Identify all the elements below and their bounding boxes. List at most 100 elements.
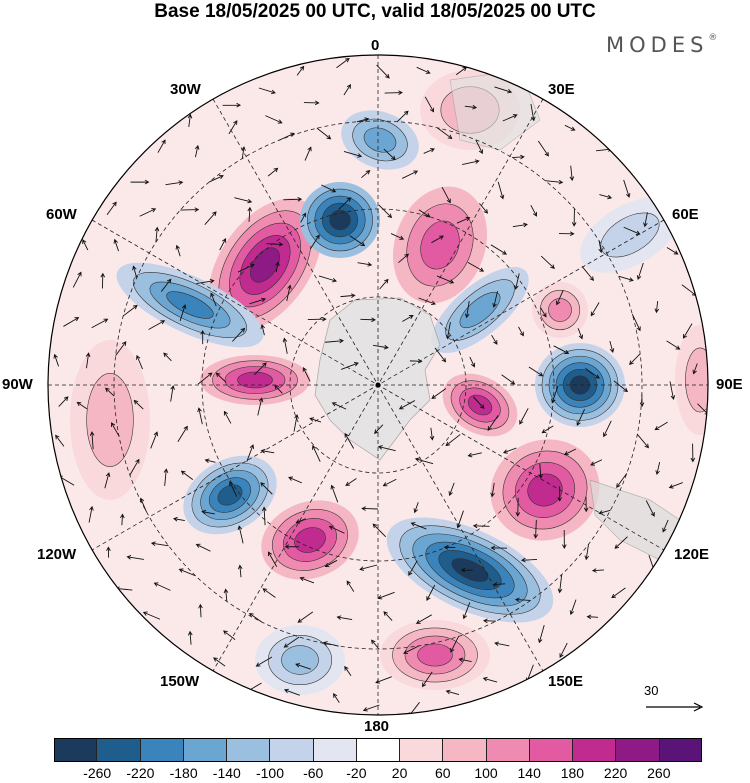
- colorbar-swatch: [140, 738, 184, 762]
- wind-arrow: [104, 472, 111, 489]
- wind-arrow: [122, 304, 138, 317]
- wind-arrow: [100, 272, 106, 289]
- wind-arrow: [357, 262, 373, 267]
- wind-arrow: [382, 478, 397, 487]
- wind-arrow: [160, 278, 172, 292]
- colorbar-swatch: [659, 738, 702, 762]
- colorbar-swatch: [616, 738, 660, 762]
- wind-arrow: [210, 292, 217, 307]
- wind-arrow: [129, 458, 140, 476]
- wind-arrow: [148, 320, 166, 330]
- wind-arrow: [249, 297, 267, 305]
- wind-arrow: [82, 239, 89, 251]
- wind-arrow: [402, 315, 414, 322]
- wind-arrow: [139, 208, 157, 217]
- wind-arrow: [300, 212, 307, 223]
- wind-arrow: [293, 414, 299, 432]
- wind-arrow: [492, 582, 506, 587]
- wind-arrow: [569, 599, 577, 616]
- wind-arrow: [662, 519, 669, 533]
- wind-arrow: [228, 120, 238, 135]
- wind-arrow: [591, 568, 604, 573]
- wind-arrow: [491, 334, 498, 345]
- wind-arrow: [254, 362, 267, 376]
- wind-arrow: [346, 580, 355, 592]
- map-boundary: [47, 54, 709, 716]
- colorbar-tick-label: 180: [560, 765, 585, 781]
- lon-label-90e: 90E: [716, 376, 743, 393]
- wind-arrow: [390, 233, 405, 240]
- wind-arrow: [213, 657, 226, 667]
- wind-arrow: [163, 352, 172, 362]
- wind-arrow: [445, 321, 451, 340]
- wind-arrow: [85, 352, 91, 369]
- wind-arrow: [487, 415, 499, 431]
- wind-arrow: [312, 444, 321, 462]
- wind-arrow: [303, 100, 320, 106]
- wind-arrow: [179, 304, 187, 322]
- wind-arrow: [492, 291, 499, 308]
- wind-arrow: [282, 337, 288, 354]
- wind-arrow: [564, 124, 576, 131]
- wind-arrow: [344, 432, 355, 449]
- wind-arrow: [113, 238, 119, 252]
- wind-arrow: [194, 144, 200, 158]
- wind-arrow: [376, 64, 390, 79]
- wind-arrow: [361, 170, 371, 179]
- wind-arrow: [556, 290, 564, 306]
- wind-arrow: [283, 688, 300, 696]
- wind-arrow: [237, 564, 243, 578]
- wind-arrow: [614, 536, 628, 549]
- wind-arrow: [260, 482, 273, 495]
- wind-arrow: [467, 452, 482, 458]
- colorbar-swatch: [529, 738, 574, 762]
- wind-arrow: [599, 194, 613, 200]
- wind-arrow: [514, 273, 520, 290]
- lon-label-0: 0: [371, 37, 380, 54]
- wind-arrow: [668, 482, 683, 489]
- wind-arrow: [257, 397, 264, 416]
- wind-arrow: [154, 226, 160, 243]
- wind-arrow: [584, 544, 590, 561]
- wind-arrow: [345, 478, 357, 486]
- wind-arrow: [445, 689, 460, 696]
- wind-arrow: [603, 420, 612, 438]
- wind-arrow: [153, 582, 171, 591]
- wind-arrow: [215, 372, 227, 383]
- wind-arrow: [643, 212, 648, 228]
- wind-arrow: [325, 338, 344, 344]
- wind-arrow: [349, 235, 366, 247]
- wind-arrow: [497, 181, 505, 200]
- wind-arrow: [163, 468, 169, 486]
- wind-arrow: [132, 265, 138, 278]
- wind-arrow: [666, 247, 679, 255]
- wind-arrow: [267, 167, 279, 177]
- wind-arrow: [340, 362, 359, 370]
- wind-arrow: [371, 639, 380, 650]
- wind-arrow: [58, 396, 69, 407]
- wind-arrow: [72, 271, 82, 288]
- wind-arrow: [378, 204, 393, 219]
- wind-arrow: [377, 445, 396, 452]
- field-layer: [48, 55, 708, 715]
- wind-arrow: [331, 402, 347, 410]
- wind-arrow: [541, 425, 554, 434]
- wind-arrow: [530, 204, 538, 217]
- wind-arrow: [115, 341, 127, 356]
- lon-label-30w: 30W: [170, 81, 201, 98]
- wind-arrow: [518, 326, 524, 337]
- wind-arrow: [512, 222, 528, 228]
- wind-arrow: [296, 65, 305, 76]
- wind-arrow: [629, 353, 641, 366]
- wind-arrow: [475, 139, 483, 155]
- wind-arrow: [538, 463, 543, 479]
- wind-arrow: [616, 473, 628, 488]
- wind-arrow: [398, 253, 410, 264]
- wind-arrow: [559, 642, 568, 659]
- wind-arrow: [91, 318, 109, 329]
- wind-arrow: [150, 431, 159, 449]
- wind-arrow: [515, 497, 521, 517]
- colorbar-tick-label: -100: [255, 765, 285, 781]
- wind-arrow: [456, 216, 471, 224]
